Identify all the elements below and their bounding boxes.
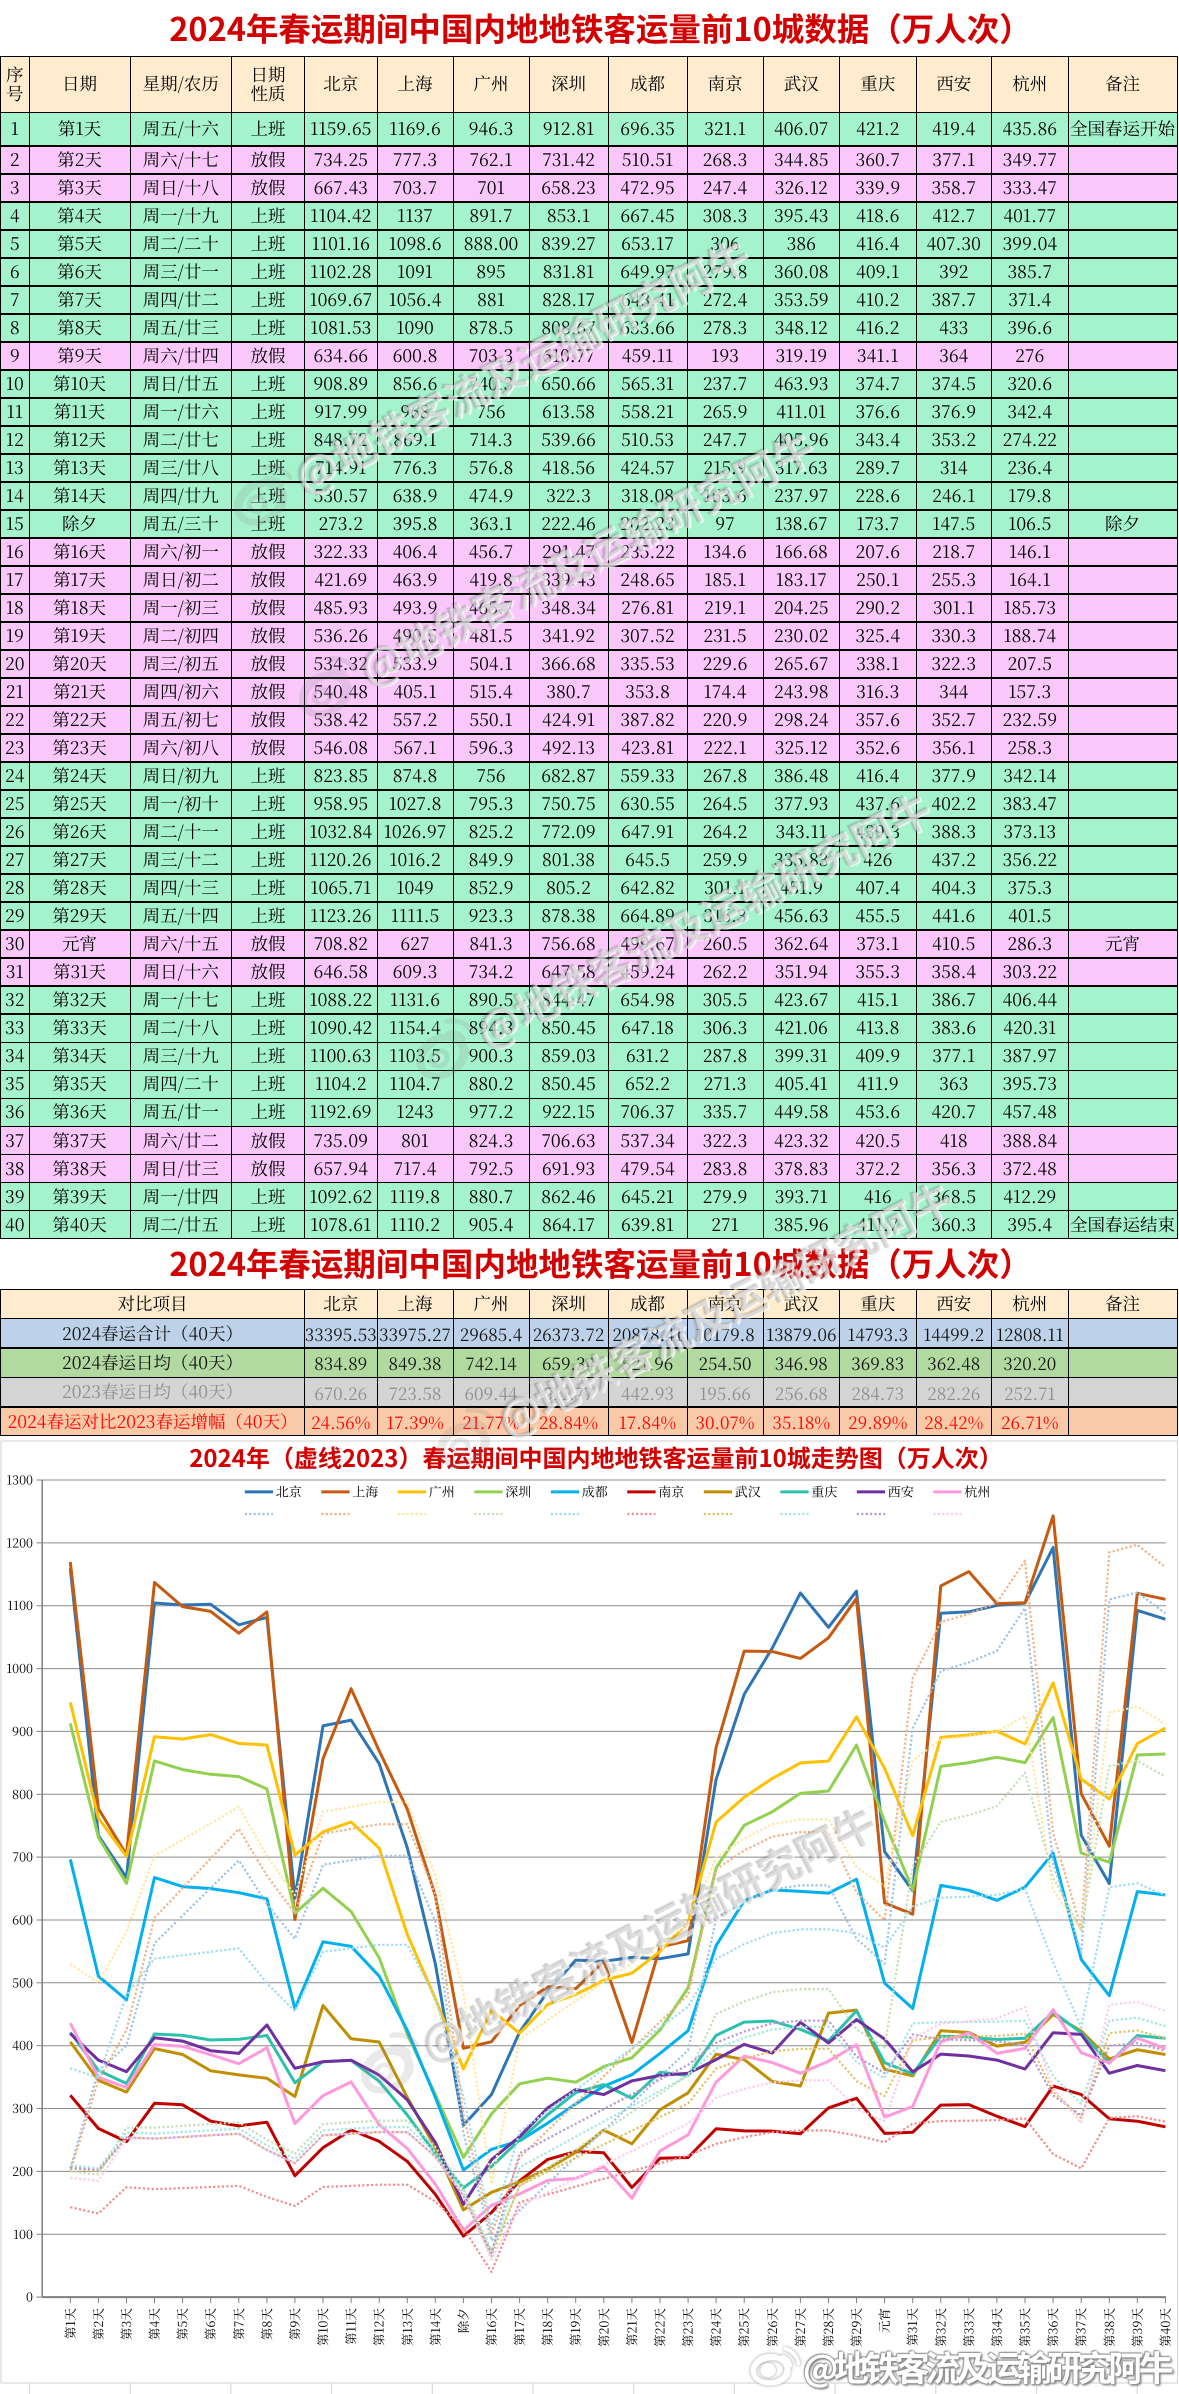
svg-text:第8天: 第8天 (257, 2308, 275, 2340)
svg-text:第32天: 第32天 (931, 2308, 949, 2347)
svg-text:第16天: 第16天 (482, 2308, 500, 2346)
svg-text:杭州: 杭州 (964, 1482, 990, 1501)
svg-text:第1天: 第1天 (61, 2308, 79, 2339)
svg-text:300: 300 (12, 2099, 33, 2117)
svg-text:第5天: 第5天 (173, 2308, 191, 2340)
svg-text:第31天: 第31天 (903, 2308, 921, 2346)
svg-text:第14天: 第14天 (426, 2308, 444, 2346)
svg-text:800: 800 (12, 1785, 33, 1803)
svg-text:600: 600 (12, 1911, 33, 1929)
svg-text:200: 200 (12, 2162, 33, 2180)
svg-text:深圳: 深圳 (505, 1482, 531, 1501)
svg-text:元宵: 元宵 (875, 2308, 893, 2333)
svg-text:第28天: 第28天 (819, 2308, 837, 2347)
svg-text:第35天: 第35天 (1016, 2308, 1034, 2347)
svg-text:第29天: 第29天 (847, 2308, 865, 2348)
svg-text:第7天: 第7天 (229, 2308, 247, 2340)
svg-text:400: 400 (12, 2036, 33, 2054)
svg-text:成都: 成都 (582, 1482, 608, 1501)
svg-text:第24天: 第24天 (707, 2308, 725, 2347)
svg-text:第37天: 第37天 (1072, 2308, 1090, 2347)
svg-text:广州: 广州 (429, 1482, 455, 1501)
svg-text:900: 900 (12, 1722, 33, 1740)
svg-text:第27天: 第27天 (791, 2308, 809, 2347)
svg-text:第36天: 第36天 (1044, 2308, 1062, 2347)
svg-text:第6天: 第6天 (201, 2308, 219, 2340)
svg-text:重庆: 重庆 (811, 1482, 837, 1501)
svg-text:第11天: 第11天 (342, 2308, 360, 2345)
svg-text:第20天: 第20天 (594, 2308, 612, 2347)
svg-text:2024年（虚线2023）春运期间中国内地地铁客运量前10城: 2024年（虚线2023）春运期间中国内地地铁客运量前10城走势图（万人次） (189, 1440, 1003, 1474)
svg-text:第9天: 第9天 (285, 2308, 303, 2341)
svg-text:第17天: 第17天 (510, 2308, 528, 2346)
svg-text:第10天: 第10天 (314, 2308, 332, 2346)
svg-text:700: 700 (12, 1848, 33, 1866)
svg-text:第2天: 第2天 (89, 2308, 107, 2340)
svg-text:第26天: 第26天 (763, 2308, 781, 2347)
svg-text:第40天: 第40天 (1156, 2308, 1174, 2347)
svg-text:第21天: 第21天 (622, 2308, 640, 2346)
svg-text:第3天: 第3天 (117, 2308, 135, 2340)
svg-text:第18天: 第18天 (538, 2308, 556, 2346)
svg-text:第13天: 第13天 (398, 2308, 416, 2346)
svg-text:第22天: 第22天 (651, 2308, 669, 2347)
svg-text:0: 0 (26, 2288, 33, 2306)
svg-text:第12天: 第12天 (370, 2308, 388, 2346)
svg-text:1000: 1000 (6, 1659, 33, 1677)
svg-text:第25天: 第25天 (735, 2308, 753, 2347)
svg-text:第34天: 第34天 (987, 2308, 1005, 2347)
svg-text:1200: 1200 (6, 1533, 33, 1551)
svg-text:第4天: 第4天 (145, 2308, 163, 2340)
svg-text:上海: 上海 (352, 1482, 378, 1501)
svg-text:1300: 1300 (6, 1471, 33, 1489)
svg-text:除夕: 除夕 (454, 2308, 472, 2333)
svg-text:北京: 北京 (276, 1482, 302, 1501)
svg-text:第38天: 第38天 (1100, 2308, 1118, 2347)
svg-text:100: 100 (13, 2225, 33, 2243)
svg-text:500: 500 (12, 1973, 33, 1991)
svg-text:第19天: 第19天 (566, 2308, 584, 2346)
svg-text:第39天: 第39天 (1128, 2308, 1146, 2347)
svg-text:第23天: 第23天 (679, 2308, 697, 2347)
svg-text:南京: 南京 (658, 1482, 684, 1501)
svg-text:西安: 西安 (888, 1482, 914, 1501)
svg-text:1100: 1100 (7, 1596, 33, 1614)
svg-text:武汉: 武汉 (735, 1482, 761, 1501)
svg-text:第33天: 第33天 (959, 2308, 977, 2347)
